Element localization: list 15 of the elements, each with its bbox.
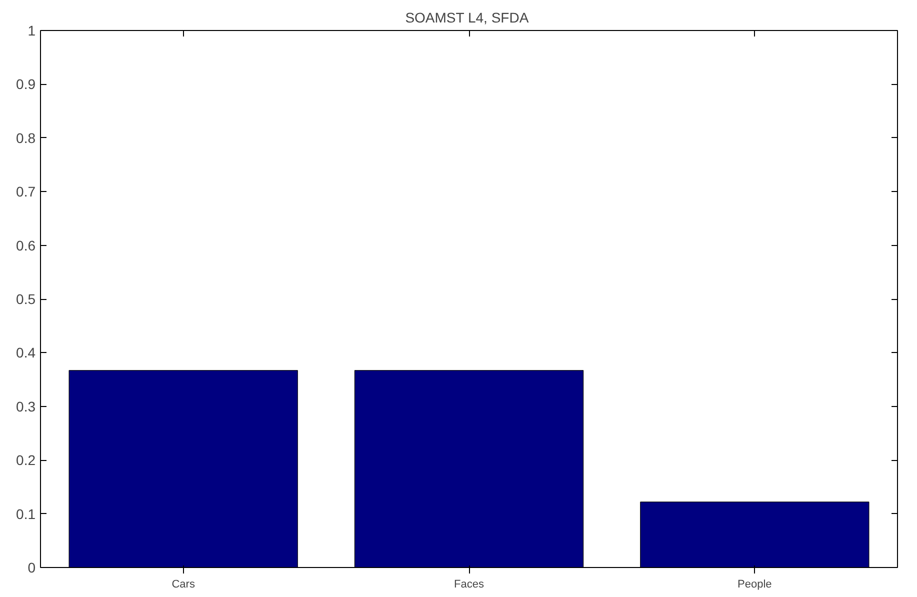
y-tick-label: 0 <box>28 560 36 576</box>
y-tick-label: 0.8 <box>16 130 36 146</box>
y-tick-label: 1 <box>28 22 36 38</box>
chart-title: SOAMST L4, SFDA <box>405 10 530 26</box>
y-tick-label: 0.3 <box>16 398 36 414</box>
y-tick-label: 0.7 <box>16 184 36 200</box>
x-tick-label: Faces <box>454 578 484 590</box>
y-tick-label: 0.4 <box>16 344 36 361</box>
y-tick-label: 0.6 <box>16 237 36 254</box>
y-tick-label: 0.9 <box>16 76 36 92</box>
x-tick-label: People <box>738 578 772 590</box>
y-tick-label: 0.5 <box>16 291 36 307</box>
x-tick-label: Cars <box>172 578 196 590</box>
y-tick-label: 0.2 <box>16 452 36 468</box>
y-tick-label: 0.1 <box>16 506 36 522</box>
